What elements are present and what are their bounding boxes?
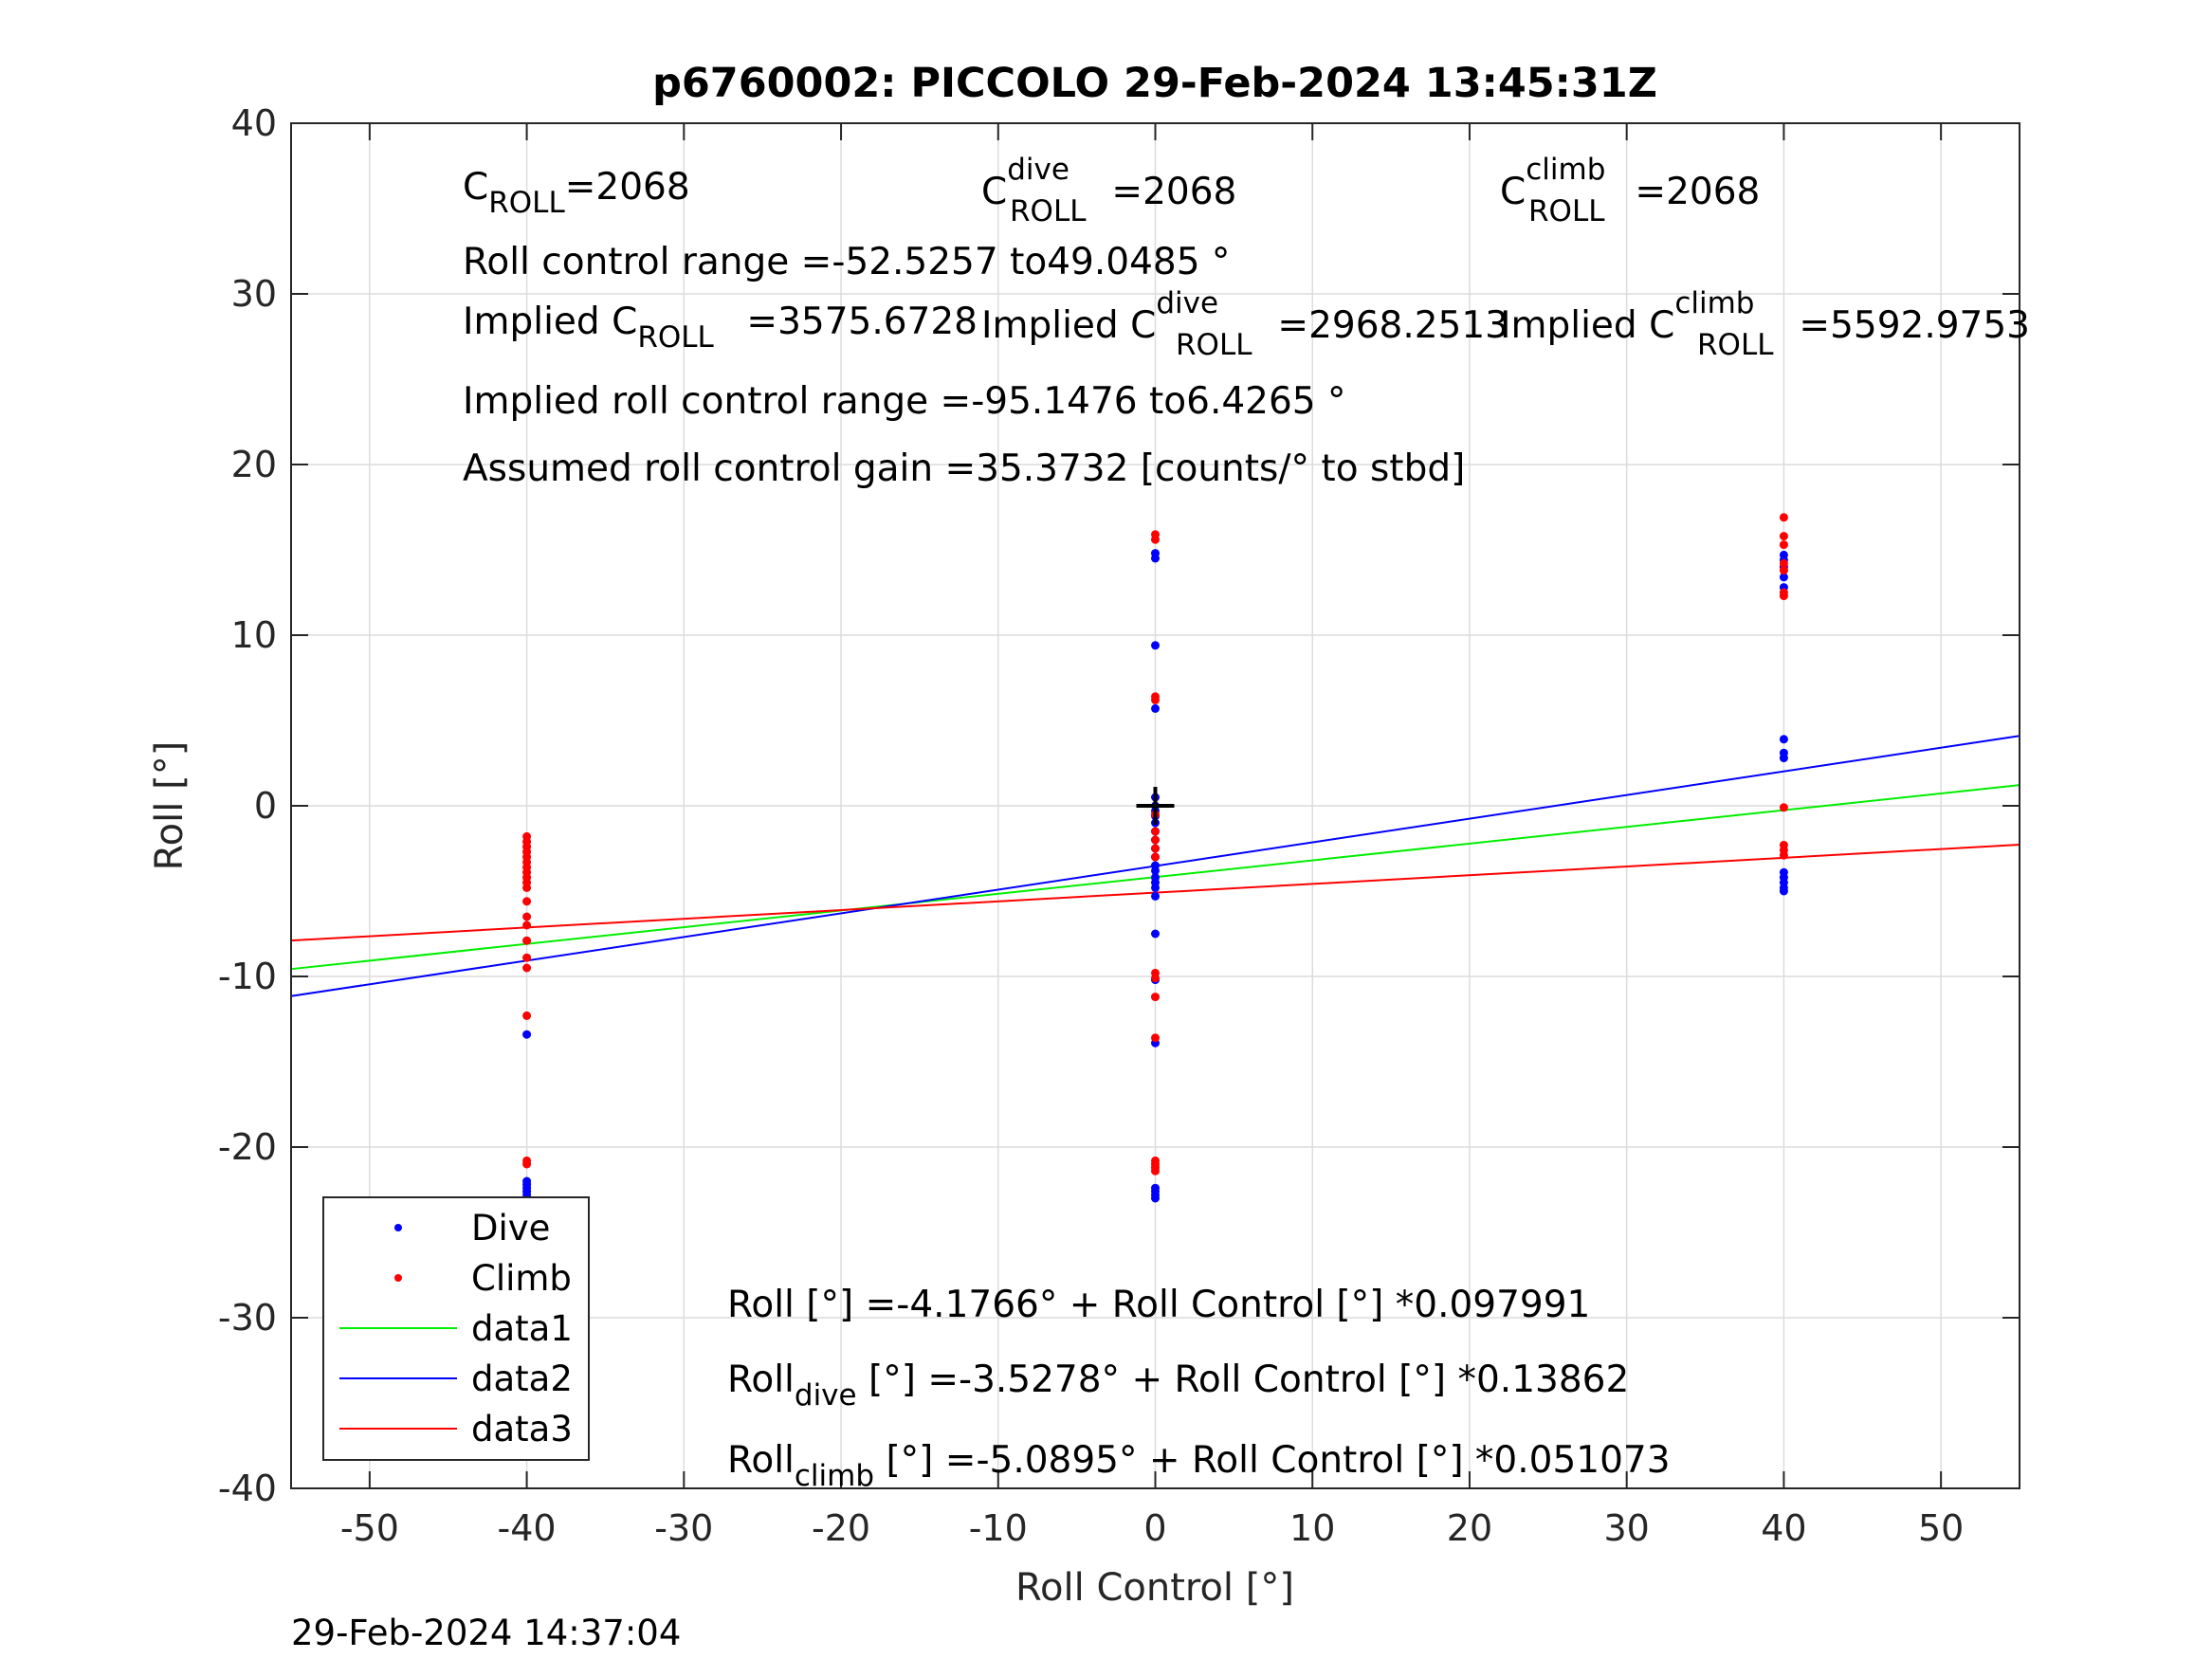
legend-data2-label: data2 xyxy=(471,1358,573,1399)
y-tick-label: -20 xyxy=(218,1126,277,1168)
implied-roll-control-range: Implied roll control range =-95.1476 to6… xyxy=(463,380,1346,423)
dive-point xyxy=(522,1030,532,1039)
dive-point xyxy=(1151,929,1160,939)
x-tick-label: -20 xyxy=(812,1507,870,1549)
axis-ticks: -50 -40 -30 -20 -10 0 10 20 30 40 50 -40 -30 -20 -10 0 1… xyxy=(218,102,2020,1549)
climb-point xyxy=(1779,513,1788,522)
fit-equation-climb: Rollclimb [°] =-5.0895° + Roll Control [… xyxy=(727,1439,1671,1493)
climb-point xyxy=(522,1159,532,1169)
fit-equation-all: Roll [°] =-4.1766° + Roll Control [°] *0… xyxy=(727,1284,1590,1326)
climb-point xyxy=(1151,835,1160,845)
climb-point xyxy=(1779,592,1788,601)
x-tick-label: -10 xyxy=(969,1507,1028,1549)
implied-c-roll-dive-annotation: Implied Cdive ROLL =2968.2513 xyxy=(981,286,1508,362)
climb-point xyxy=(1151,1166,1160,1176)
climb-point xyxy=(1779,566,1788,575)
climb-point xyxy=(1779,803,1788,812)
dive-point xyxy=(1779,573,1788,582)
legend-data1-label: data1 xyxy=(471,1308,573,1349)
climb-point xyxy=(522,1011,532,1020)
climb-point xyxy=(1151,535,1160,544)
data-points xyxy=(522,513,1788,1203)
climb-point xyxy=(1779,540,1788,550)
climb-point xyxy=(522,953,532,962)
dive-point xyxy=(1151,549,1160,558)
y-tick-label: 10 xyxy=(231,614,277,656)
climb-point xyxy=(1151,695,1160,704)
climb-point xyxy=(1151,974,1160,983)
dive-point xyxy=(1779,886,1788,896)
legend-climb-label: Climb xyxy=(471,1258,572,1299)
dive-point xyxy=(1151,703,1160,713)
dive-point xyxy=(1151,641,1160,650)
x-tick-label: 20 xyxy=(1447,1507,1492,1549)
climb-point xyxy=(1779,558,1788,568)
fit-equation-dive: Rolldive [°] =-3.5278° + Roll Control [°… xyxy=(727,1358,1629,1413)
climb-point xyxy=(522,883,532,892)
climb-point xyxy=(1779,532,1788,541)
climb-point xyxy=(1151,1033,1160,1043)
y-tick-label: -40 xyxy=(218,1468,277,1509)
climb-point xyxy=(522,963,532,973)
y-tick-label: 0 xyxy=(254,785,277,827)
x-tick-label: -30 xyxy=(654,1507,713,1549)
timestamp: 29-Feb-2024 14:37:04 xyxy=(291,1613,681,1653)
x-axis-label: Roll Control [°] xyxy=(1015,1566,1294,1610)
x-tick-label: 10 xyxy=(1289,1507,1335,1549)
climb-point xyxy=(522,921,532,930)
x-tick-label: 50 xyxy=(1918,1507,1964,1549)
legend: Dive Climb data1 data2 data3 xyxy=(322,1196,590,1461)
legend-data3-label: data3 xyxy=(471,1409,573,1449)
x-tick-label: -50 xyxy=(340,1507,399,1549)
dive-point xyxy=(1779,735,1788,744)
chart-title: p6760002: PICCOLO 29-Feb-2024 13:45:31Z xyxy=(652,60,1657,107)
y-axis-label: Roll [°] xyxy=(148,741,192,871)
dive-point xyxy=(1151,866,1160,875)
x-tick-label: -40 xyxy=(498,1507,557,1549)
roll-control-range: Roll control range =-52.5257 to49.0485 ° xyxy=(463,241,1230,283)
y-tick-label: 30 xyxy=(231,273,277,315)
dive-point xyxy=(1151,883,1160,892)
climb-point xyxy=(1151,993,1160,1002)
climb-point xyxy=(522,897,532,906)
dive-point xyxy=(1151,1194,1160,1203)
c-roll-dive-annotation: Cdive ROLL =2068 xyxy=(981,153,1236,228)
climb-point xyxy=(1779,850,1788,860)
climb-point xyxy=(1151,852,1160,862)
y-tick-label: 40 xyxy=(231,102,277,144)
dive-point xyxy=(1151,891,1160,901)
x-tick-label: 30 xyxy=(1604,1507,1650,1549)
annotations: CROLL=2068 Cdive ROLL =2068 Cclimb ROLL =2… xyxy=(463,153,2030,1493)
climb-point xyxy=(522,936,532,945)
y-tick-label: -30 xyxy=(218,1297,277,1339)
climb-point xyxy=(1151,827,1160,836)
x-tick-label: 40 xyxy=(1761,1507,1806,1549)
c-roll-annotation: CROLL=2068 xyxy=(463,166,690,220)
dive-point xyxy=(1779,754,1788,763)
y-tick-label: -10 xyxy=(218,956,277,997)
legend-climb-marker xyxy=(394,1274,402,1282)
y-tick-label: 20 xyxy=(231,444,277,485)
x-tick-label: 0 xyxy=(1143,1507,1166,1549)
assumed-roll-gain: Assumed roll control gain =35.3732 [coun… xyxy=(463,447,1465,490)
c-roll-climb-annotation: Cclimb ROLL =2068 xyxy=(1500,153,1760,228)
implied-c-roll-climb-annotation: Implied Cclimb ROLL =5592.9753 xyxy=(1500,286,2030,362)
implied-c-roll-annotation: Implied CROLL =3575.6728 xyxy=(463,301,978,355)
climb-point xyxy=(522,912,532,921)
legend-dive-marker xyxy=(394,1224,402,1231)
center-marker-group xyxy=(1136,787,1175,825)
legend-dive-label: Dive xyxy=(471,1208,550,1249)
climb-point xyxy=(1151,844,1160,853)
